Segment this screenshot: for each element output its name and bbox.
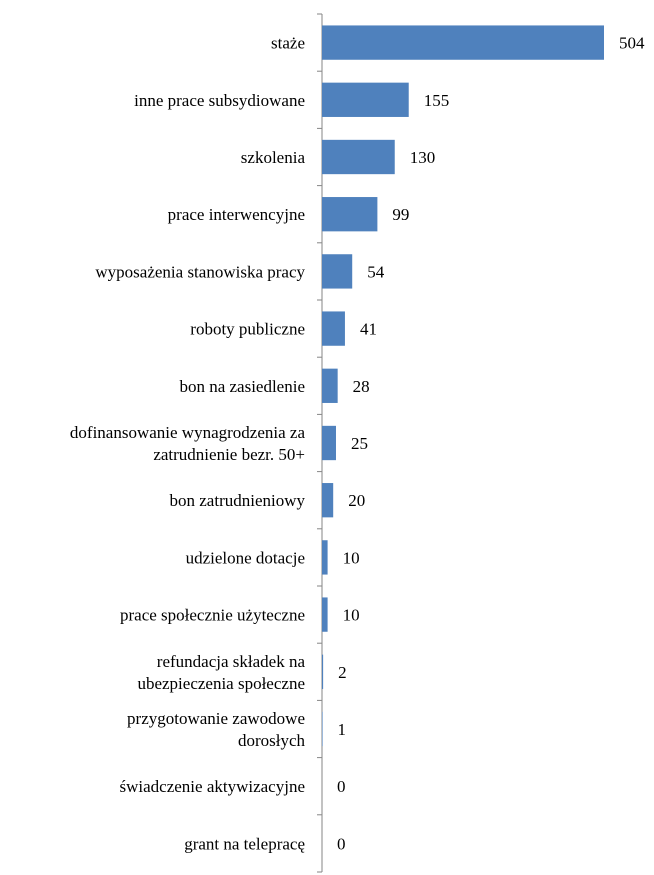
category-label: bon na zasiedlenie	[179, 377, 305, 396]
category-label: inne prace subsydiowane	[134, 91, 305, 110]
bar	[322, 139, 395, 175]
bar	[322, 597, 328, 632]
bar	[322, 311, 345, 346]
value-label: 1	[338, 720, 347, 739]
value-label: 41	[360, 320, 377, 339]
category-label: udzielone dotacje	[186, 548, 305, 567]
value-label: 20	[348, 491, 365, 510]
bar	[322, 540, 328, 575]
value-label: 99	[392, 205, 409, 224]
value-label: 54	[367, 262, 385, 281]
category-label: prace interwencyjne	[168, 205, 305, 224]
category-label: grant na telepracę	[184, 834, 305, 853]
bar	[322, 654, 324, 689]
value-label: 2	[338, 663, 347, 682]
category-label: wyposażenia stanowiska pracy	[95, 262, 305, 281]
category-label: staże	[271, 34, 305, 53]
category-label: bon zatrudnieniowy	[170, 491, 306, 510]
category-label: szkolenia	[241, 148, 306, 167]
category-label: dofinansowanie wynagrodzenia za zatrudnie…	[70, 423, 306, 464]
value-label: 10	[343, 548, 360, 567]
value-label: 10	[343, 606, 360, 625]
value-label: 0	[337, 777, 346, 796]
category-label: refundacja składek na ubezpieczenia społe…	[137, 652, 305, 693]
category-axis-ticks	[317, 13, 322, 873]
value-label: 130	[410, 148, 436, 167]
bar	[322, 711, 323, 747]
category-label: prace społecznie użyteczne	[120, 606, 305, 625]
category-labels: staże inne prace subsydiowane szkolenia pra…	[70, 34, 306, 854]
bar	[322, 82, 409, 117]
value-label: 25	[351, 434, 368, 453]
bar	[322, 368, 338, 403]
value-label: 155	[424, 91, 450, 110]
bar	[322, 483, 334, 518]
bars	[322, 25, 604, 747]
bar	[322, 425, 336, 461]
category-label: roboty publiczne	[190, 320, 305, 339]
value-label: 504	[619, 34, 645, 53]
value-label: 28	[353, 377, 370, 396]
category-label: przygotowanie zawodowe dorosłych	[127, 709, 305, 750]
bar	[322, 254, 353, 289]
category-label: świadczenie aktywizacyjne	[120, 777, 306, 796]
bar	[322, 25, 604, 60]
bar	[322, 197, 378, 232]
value-label: 0	[337, 834, 346, 853]
